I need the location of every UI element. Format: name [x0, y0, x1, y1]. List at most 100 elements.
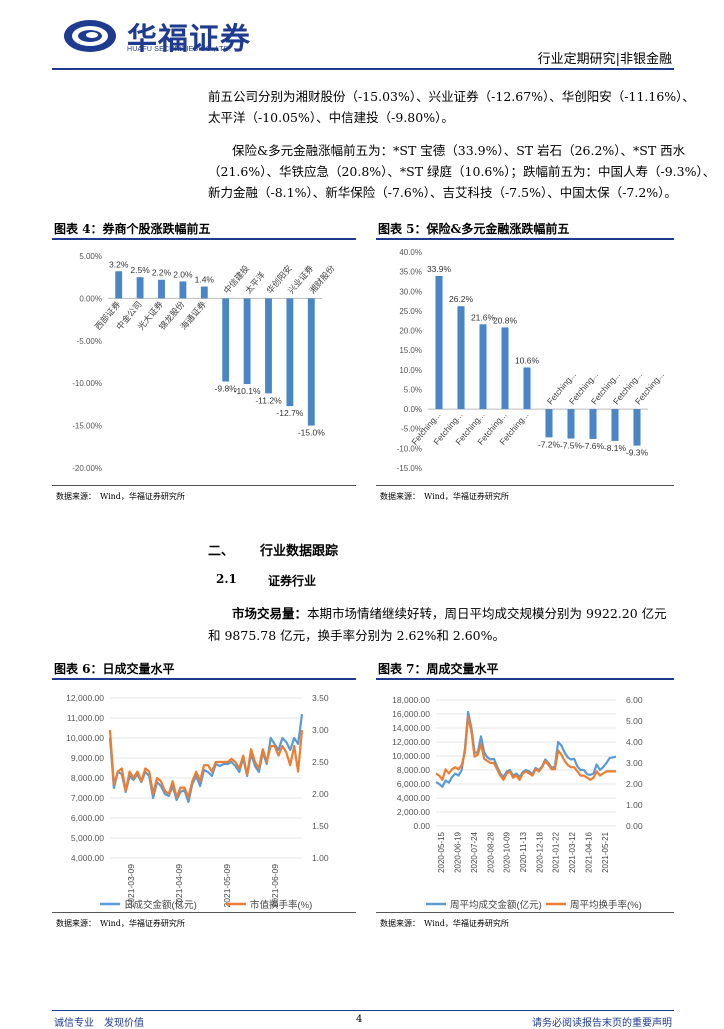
y-left-tick-label: 11,000.00	[67, 713, 104, 723]
data-label: 20.8%	[493, 315, 518, 325]
x-tick-label: 2020-12-18	[535, 831, 544, 872]
source-note: 数据来源： Wind，华福证券研究所	[56, 919, 185, 928]
data-label: -7.5%	[560, 441, 583, 451]
data-label: 33.9%	[427, 264, 452, 274]
x-tick-label: 2021-03-09	[126, 864, 136, 908]
figure-title: 图表 5：保险&多元金融涨跌幅前五	[378, 222, 570, 236]
y-left-tick-label: 9,000.00	[71, 753, 104, 763]
paragraph-line: 新力金融（-8.1%）、新华保险（-7.6%）、吉艾科技（-7.5%）、中国太保…	[208, 185, 677, 200]
data-label: 2.0%	[173, 269, 193, 279]
data-label: -8.1%	[604, 443, 627, 453]
paragraph-line: 前五公司分别为湘财股份（-15.03%）、兴业证券（-12.67%）、华创阳安（…	[208, 89, 695, 104]
subsection-number: 2.1	[216, 572, 237, 586]
x-tick-label: 2020-07-24	[470, 831, 479, 872]
x-tick-label: 2020-05-15	[437, 831, 446, 872]
y-tick-label: 0.00%	[79, 294, 102, 303]
y-right-tick-label: 3.00	[312, 725, 329, 735]
data-label: 3.2%	[109, 259, 129, 269]
subsection-title: 证券行业	[268, 574, 317, 588]
y-left-tick-label: 5,000.00	[71, 833, 104, 843]
section-title: 行业数据跟踪	[260, 544, 339, 559]
paragraph-line: 太平洋（-10.05%）、中信建投（-9.80%）。	[208, 110, 454, 125]
data-label: -15.0%	[298, 428, 325, 438]
y-left-tick-label: 8,000.00	[397, 765, 430, 775]
y-right-tick-label: 1.00	[626, 800, 643, 810]
x-tick-label: 2021-05-09	[222, 864, 232, 908]
figure-bottom-rule	[376, 912, 674, 913]
y-right-tick-label: 2.00	[626, 779, 643, 789]
figure-title: 图表 7：周成交量水平	[378, 662, 499, 676]
chart-weekly-turnover: 18,000.00 16,000.00 14,000.00 12,000.00 10,0…	[392, 695, 643, 910]
paragraph-line: （21.6%）、华铁应急（20.8%）、*ST 绿庭（10.6%）；跌幅前五为：…	[208, 164, 716, 179]
legend-label: 日成交金额(亿元)	[124, 899, 197, 910]
market-volume-paragraph: 市场交易量：本期市场情绪继续好转，周日平均成交规模分别为 9922.20 亿元	[232, 603, 667, 624]
bar	[200, 286, 208, 299]
data-label: -12.7%	[276, 408, 303, 418]
y-left-tick-label: 16,000.00	[392, 709, 430, 719]
data-label: -7.2%	[538, 439, 561, 449]
bar	[222, 298, 230, 382]
bar	[307, 298, 315, 426]
figure-bottom-rule	[52, 485, 356, 486]
x-tick-label: 2020-11-13	[519, 831, 528, 872]
series-line	[435, 715, 616, 781]
x-tick-label: 2021-05-21	[601, 831, 610, 872]
logo-text-en: HUAFU SECURITIES CO.,LTD.	[127, 46, 232, 53]
bar	[286, 298, 294, 407]
data-label: 21.6%	[471, 312, 496, 322]
y-left-tick-label: 7,000.00	[71, 793, 104, 803]
x-tick-label: 2021-04-09	[174, 864, 184, 908]
y-tick-label: -15.00%	[72, 422, 102, 431]
x-tick-label: 2021-06-09	[270, 864, 280, 908]
y-tick-label: 15.0%	[399, 346, 422, 355]
data-label: -9.3%	[626, 448, 649, 458]
x-tick-label: 2020-06-19	[454, 831, 463, 872]
data-label: -11.2%	[255, 395, 282, 405]
paragraph-line: 保险&多元金融涨幅前五为：*ST 宝德（33.9%）、ST 岩石（26.2%）、…	[232, 143, 686, 158]
y-left-tick-label: 12,000.00	[392, 737, 430, 747]
header-divider	[52, 68, 674, 70]
x-tick-label: 2021-03-12	[568, 831, 577, 872]
figure-bottom-rule	[376, 485, 674, 486]
legend-label: 周平均成交金额(亿元)	[450, 899, 542, 910]
figure-bottom-rule	[52, 912, 356, 913]
bar	[457, 306, 465, 410]
chart-broker-top-movers: 5.00% 0.00% -5.00% -10.00% -15.00% -20.00% 3.2…	[72, 252, 337, 473]
y-tick-label: -15.0%	[397, 464, 422, 473]
y-left-tick-label: 6,000.00	[397, 779, 430, 789]
bar	[136, 277, 144, 299]
y-tick-label: -5.00%	[77, 337, 102, 346]
bar	[265, 298, 272, 394]
y-tick-label: -20.00%	[72, 464, 102, 473]
y-tick-label: 20.0%	[399, 327, 422, 336]
y-right-tick-label: 3.50	[312, 693, 329, 703]
y-tick-label: 0.0%	[404, 405, 422, 414]
y-tick-label: 25.0%	[399, 307, 422, 316]
data-label: 10.6%	[515, 355, 540, 365]
bar	[479, 324, 487, 410]
bar	[243, 298, 251, 385]
x-tick-label: 2020-08-28	[486, 831, 495, 872]
y-right-tick-label: 6.00	[626, 695, 643, 705]
footer-disclaimer: 请务必阅读报告末页的重要声明	[532, 1018, 672, 1029]
bar	[611, 409, 619, 441]
data-label: -9.8%	[215, 384, 238, 394]
figure-top-rule	[52, 238, 356, 240]
y-tick-label: 5.0%	[404, 385, 422, 394]
figure-top-rule	[376, 678, 674, 680]
bar	[435, 275, 443, 410]
bar	[567, 409, 575, 439]
y-right-tick-label: 2.50	[312, 757, 329, 767]
market-volume-label: 市场交易量：	[232, 606, 308, 621]
y-left-tick-label: 10,000.00	[392, 751, 430, 761]
huafu-logo-icon	[64, 20, 116, 52]
chart-insurance-top-movers: 40.0% 35.0% 30.0% 25.0% 20.0% 15.0% 10.0% 5.0% 0…	[397, 248, 666, 473]
y-tick-label: 10.0%	[399, 366, 422, 375]
bar	[501, 327, 509, 410]
y-left-tick-label: 14,000.00	[392, 723, 430, 733]
series-line	[108, 729, 304, 799]
y-tick-label: 30.0%	[399, 287, 422, 296]
bar	[115, 271, 123, 299]
source-note: 数据来源： Wind，华福证券研究所	[380, 919, 509, 928]
y-left-tick-label: 18,000.00	[392, 695, 430, 705]
